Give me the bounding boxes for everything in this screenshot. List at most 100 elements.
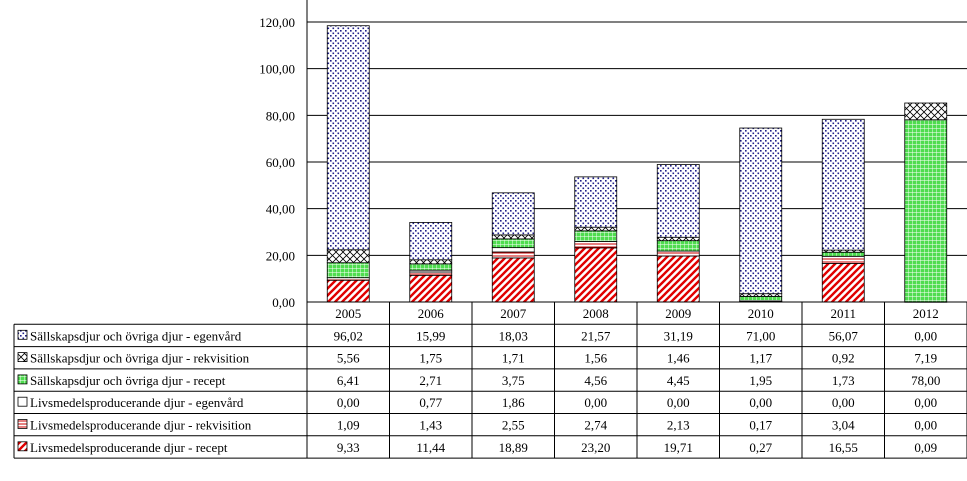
series-name: Sällskapsdjur och övriga djur - rekvisit…	[30, 351, 250, 366]
data-label: 0,77	[419, 395, 442, 410]
data-label: 4,45	[667, 373, 690, 388]
bar-segment	[409, 222, 453, 261]
data-label: 4,56	[584, 373, 607, 388]
data-label: 1,95	[749, 373, 772, 388]
data-label: 15,99	[416, 328, 445, 343]
bar-segment	[491, 192, 535, 236]
bar-segment	[409, 263, 453, 271]
data-label: 19,71	[664, 440, 693, 455]
bar-segment	[491, 247, 535, 253]
legend-swatch	[17, 441, 28, 452]
data-label: 1,71	[502, 351, 525, 366]
x-tick-label: 2007	[500, 306, 527, 321]
series-name: Sällskapsdjur och övriga djur - recept	[30, 373, 226, 388]
bar-segment	[326, 249, 370, 264]
bar-segment	[409, 271, 453, 276]
data-label: 21,57	[581, 328, 611, 343]
bar-segment	[904, 102, 948, 121]
data-label: 0,00	[667, 395, 690, 410]
y-tick-label: 0,00	[272, 295, 295, 310]
bar-segment	[491, 257, 535, 303]
x-tick-label: 2008	[583, 306, 609, 321]
data-label: 0,00	[584, 395, 607, 410]
data-label: 2,71	[419, 373, 442, 388]
bar-segment	[491, 238, 535, 249]
series-name: Sällskapsdjur och övriga djur - egenvård	[30, 328, 242, 343]
series-name: Livsmedelsproducerande djur - rekvisitio…	[30, 418, 252, 433]
bar-segment	[574, 176, 618, 228]
data-label: 1,73	[832, 373, 855, 388]
bar-segment	[656, 240, 700, 252]
data-label: 18,89	[499, 440, 528, 455]
y-tick-label: 80,00	[266, 108, 295, 123]
data-label: 78,00	[911, 373, 940, 388]
bar-segment	[656, 236, 700, 242]
data-label: 1,46	[667, 351, 690, 366]
bar-segment	[574, 247, 618, 303]
bar-segment	[656, 255, 700, 303]
data-label: 9,33	[337, 440, 360, 455]
bar-segment	[904, 119, 948, 303]
x-tick-label: 2010	[748, 306, 774, 321]
series-name: Livsmedelsproducerande djur - recept	[30, 440, 228, 455]
x-tick-label: 2012	[913, 306, 939, 321]
bar-segment	[574, 226, 618, 232]
x-tick-label: 2006	[418, 306, 445, 321]
legend-swatch	[17, 329, 28, 340]
data-label: 16,55	[829, 440, 858, 455]
gridlines	[307, 21, 967, 256]
data-label: 7,19	[914, 351, 937, 366]
bar-segment	[739, 293, 783, 297]
data-label: 0,00	[749, 395, 772, 410]
bar-segment	[491, 234, 535, 240]
data-label: 1,56	[584, 351, 607, 366]
bar-segment	[821, 118, 865, 251]
legend-swatch	[17, 419, 28, 429]
data-label: 0,17	[749, 418, 772, 433]
data-label: 11,44	[416, 440, 445, 455]
data-label: 3,75	[502, 373, 525, 388]
data-label: 23,20	[581, 440, 610, 455]
y-tick-label: 60,00	[266, 155, 295, 170]
x-tick-label: 2005	[335, 306, 361, 321]
bar-segment	[821, 255, 865, 264]
data-label: 0,09	[914, 440, 937, 455]
bar-segment	[739, 296, 783, 302]
data-label: 3,04	[832, 418, 855, 433]
data-label: 0,00	[832, 395, 855, 410]
bar-segment	[326, 25, 370, 251]
bar-segment	[656, 164, 700, 238]
data-label: 0,00	[914, 395, 937, 410]
x-tick-label: 2011	[830, 306, 856, 321]
data-label: 0,27	[749, 440, 772, 455]
data-label: 1,86	[502, 395, 525, 410]
data-label: 0,00	[337, 395, 360, 410]
bar-segment	[821, 262, 865, 303]
data-label: 6,41	[337, 373, 360, 388]
data-label: 31,19	[664, 328, 693, 343]
data-label: 18,03	[499, 328, 528, 343]
bar-segment	[821, 251, 865, 257]
bar-segment	[739, 127, 783, 295]
x-tick-label: 2009	[665, 306, 691, 321]
data-label: 1,09	[337, 418, 360, 433]
bar-segment	[409, 274, 453, 303]
y-tick-label: 20,00	[266, 248, 295, 263]
series-name: Livsmedelsproducerande djur - egenvård	[30, 395, 244, 410]
bars	[326, 25, 948, 303]
data-table: 2005 2006 2007 2008 2009 2010 2011 2012 Sällskap…	[13, 301, 967, 459]
bar-segment	[326, 262, 370, 279]
data-label: 1,75	[419, 351, 442, 366]
data-label: 96,02	[334, 328, 363, 343]
data-label: 0,00	[914, 418, 937, 433]
data-label: 5,56	[337, 351, 360, 366]
data-label: 2,74	[584, 418, 607, 433]
y-tick-label: 120,00	[259, 15, 295, 30]
bar-segment	[656, 250, 700, 257]
y-axis-tick-labels: 0,00 20,00 40,00 60,00 80,00 100,00 120,00	[259, 15, 295, 310]
data-label: 1,43	[419, 418, 442, 433]
legend-swatch	[17, 374, 28, 385]
data-label: 0,92	[832, 351, 855, 366]
data-label: 0,00	[914, 328, 937, 343]
